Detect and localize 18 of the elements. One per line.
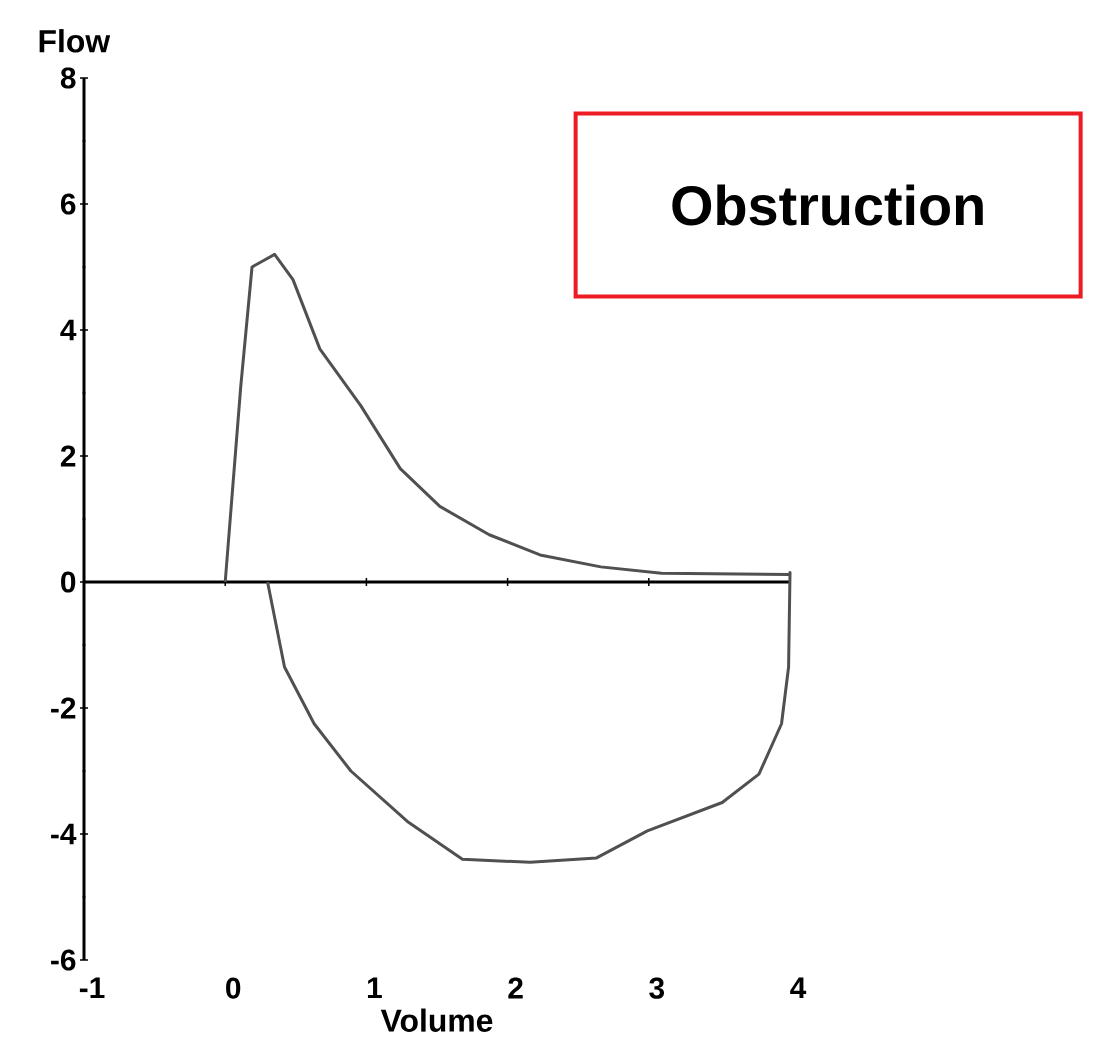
x-tick-label: 3 bbox=[649, 977, 665, 999]
text: Obstruction bbox=[672, 184, 983, 226]
y-axis-title: Flow bbox=[39, 29, 111, 53]
x-tick-label: 0 bbox=[226, 977, 241, 999]
y-tick-label: -6 bbox=[51, 949, 76, 971]
x-axis-title: Volume bbox=[380, 1008, 493, 1032]
y-tick-label: 0 bbox=[61, 571, 76, 593]
y-tick-label: -2 bbox=[51, 697, 76, 719]
x-tick-label: 4 bbox=[790, 977, 807, 999]
y-tick-label: -4 bbox=[51, 823, 77, 845]
y-tick-label: 6 bbox=[60, 193, 76, 215]
x-tick-label: -1 bbox=[79, 977, 105, 999]
x-tick-label: 1 bbox=[367, 977, 382, 999]
y-tick-label: 8 bbox=[60, 67, 76, 89]
x-tick-label: 2 bbox=[508, 977, 523, 999]
y-tick-label: 4 bbox=[60, 319, 77, 341]
y-tick-label: 2 bbox=[60, 445, 76, 467]
line-series bbox=[223, 252, 792, 864]
